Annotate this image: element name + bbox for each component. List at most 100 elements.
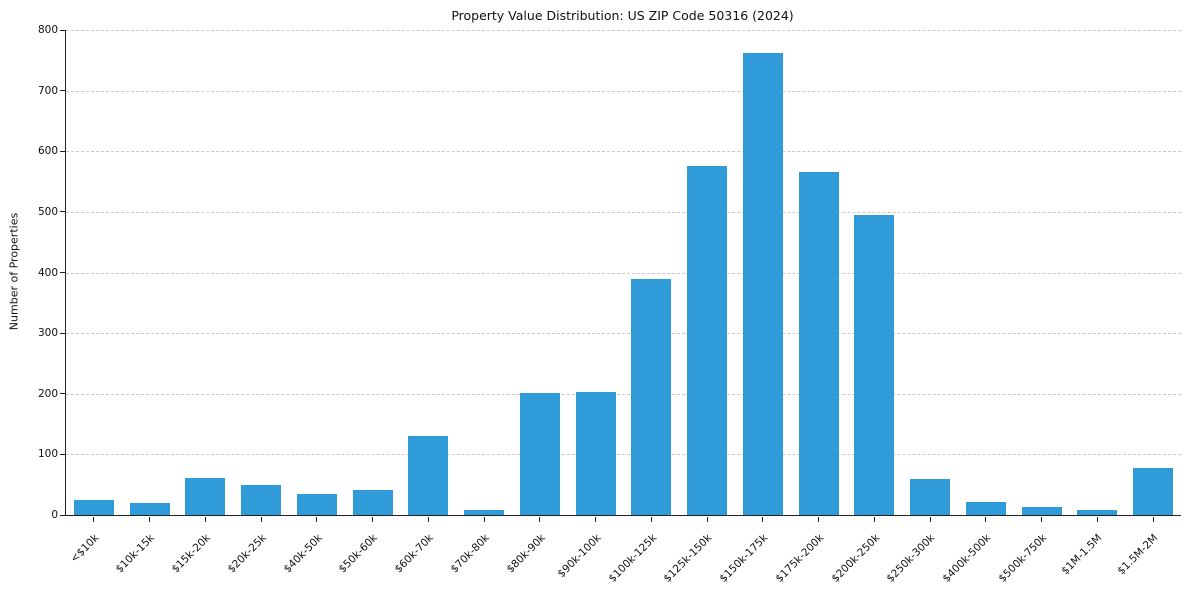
bar-slot <box>289 30 345 515</box>
x-label-slot: $60k-70k <box>392 523 456 588</box>
y-tick-label: 400 <box>37 266 58 279</box>
y-tick-mark <box>60 332 65 334</box>
x-tick-mark <box>93 516 95 522</box>
y-tick-mark <box>60 272 65 273</box>
x-label-slot: $50k-60k <box>337 523 400 588</box>
x-label-slot: <$10k <box>65 523 121 588</box>
bars-container <box>66 30 1181 515</box>
x-tick-mark <box>929 516 931 522</box>
bar-slot <box>512 30 568 515</box>
bar-$15k-20k <box>185 478 226 515</box>
bar-slot <box>902 30 958 515</box>
y-tick-label: 700 <box>37 84 58 97</box>
plot-area: 0 100 200 300 400 500 600 700 800 <box>38 24 1181 522</box>
gridline <box>66 454 1181 456</box>
y-tick-mark <box>60 211 65 213</box>
x-label-slot: $1M-1.5M <box>1060 523 1125 588</box>
gridline <box>66 333 1181 335</box>
x-tick-label: $20k-25k <box>225 532 269 576</box>
y-tick-label: 0 <box>51 509 58 521</box>
bar-$1.5M-2M <box>1133 468 1174 515</box>
y-tick-mark <box>60 90 65 92</box>
x-tick-mark <box>427 516 429 522</box>
y-tick-label: 200 <box>37 387 58 400</box>
bar-slot <box>568 30 624 515</box>
x-tick-mark <box>762 516 764 522</box>
bar-$20k-25k <box>241 484 282 515</box>
bar-slot <box>679 30 735 515</box>
x-label-slot: $20k-25k <box>225 523 288 588</box>
x-tick-label: <$10k <box>68 532 102 566</box>
x-label-slot: $500k-750k <box>996 523 1069 588</box>
x-tick-label: $80k-90k <box>503 532 548 576</box>
chart-title: Property Value Distribution: US ZIP Code… <box>451 8 794 23</box>
gridline <box>66 211 1181 213</box>
x-tick-mark <box>706 516 708 522</box>
gridline <box>66 393 1181 395</box>
bar-$400k-500k <box>965 501 1006 515</box>
x-tick-mark <box>483 516 485 522</box>
x-tick-mark <box>595 516 597 522</box>
y-tick-mark <box>60 150 65 152</box>
bar-slot <box>1070 30 1126 515</box>
x-tick-mark <box>1152 516 1154 522</box>
y-tick-label: 500 <box>37 205 58 218</box>
x-label-slot: $80k-90k <box>504 523 567 588</box>
bar-$175k-200k <box>798 172 839 515</box>
bar-$40k-50k <box>296 494 337 515</box>
bar-$200k-250k <box>854 214 895 515</box>
y-tick-mark <box>60 393 65 395</box>
bar-$500k-750k <box>1021 506 1062 515</box>
x-tick-mark <box>260 516 262 522</box>
x-tick-mark <box>204 516 206 522</box>
x-tick-label: $70k-80k <box>448 532 492 576</box>
y-tick-mark <box>60 29 65 31</box>
bar-slot <box>401 30 457 515</box>
bar-$80k-90k <box>519 393 560 515</box>
bar-slot <box>178 30 234 515</box>
bar-slot <box>233 30 289 515</box>
x-tick-mark <box>539 516 541 522</box>
bar-$10k-15k <box>129 502 170 515</box>
y-tick-label: 100 <box>37 448 58 461</box>
y-tick-mark <box>60 453 65 455</box>
bar-$90k-100k <box>575 391 616 515</box>
bar-slot <box>66 30 122 515</box>
bar-$150k-175k <box>742 53 783 515</box>
bar-slot <box>1125 30 1181 515</box>
x-tick-label: $10k-15k <box>113 532 158 576</box>
x-tick-label: $15k-20k <box>169 532 213 576</box>
bar-slot <box>122 30 178 515</box>
x-tick-mark <box>1041 516 1043 522</box>
x-label-slot: $10k-15k <box>114 523 177 588</box>
x-axis-labels: <$10k $10k-15k $15k-20k $20k-25k $40k-50k $50… <box>65 523 1180 588</box>
bar-slot <box>456 30 512 515</box>
gridline <box>66 151 1181 153</box>
bar-$125k-150k <box>687 166 728 515</box>
bar-$1M-1.5M <box>1077 510 1118 515</box>
bar-$100k-125k <box>631 278 672 515</box>
bar-slot <box>847 30 903 515</box>
bar-slot <box>1014 30 1070 515</box>
x-label-slot: $70k-80k <box>448 523 511 588</box>
gridline <box>66 272 1181 274</box>
bar-slot <box>735 30 791 515</box>
bar-slot <box>791 30 847 515</box>
bar-$60k-70k <box>408 435 449 515</box>
x-tick-mark <box>372 516 374 522</box>
x-tick-mark <box>985 516 987 522</box>
bar-$50k-60k <box>352 490 393 515</box>
x-label-slot: $15k-20k <box>169 523 233 588</box>
bar-slot <box>624 30 680 515</box>
gridline <box>66 90 1181 92</box>
x-tick-mark <box>316 516 318 522</box>
x-tick-label: $50k-60k <box>336 532 381 576</box>
gridline <box>66 30 1181 31</box>
x-tick-mark <box>1096 516 1098 522</box>
x-tick-mark <box>873 516 875 522</box>
bar-slot <box>345 30 401 515</box>
bar-$70k-80k <box>464 510 505 515</box>
x-label-slot: $1.5M-2M <box>1115 523 1180 588</box>
y-tick-label: 600 <box>37 145 58 158</box>
